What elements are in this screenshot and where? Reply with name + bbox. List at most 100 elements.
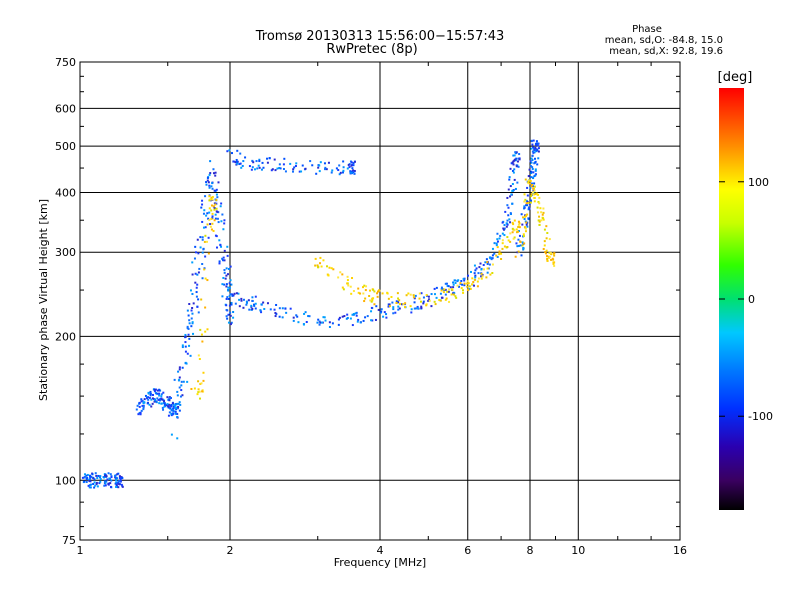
echo-point xyxy=(397,297,400,300)
echo-point xyxy=(445,282,448,285)
echo-point xyxy=(181,366,184,369)
echo-point xyxy=(251,166,254,169)
echo-point xyxy=(137,413,140,416)
echo-point xyxy=(158,392,161,395)
phase-stats-heading: Phase xyxy=(632,24,662,35)
echo-point xyxy=(225,308,228,311)
echo-point xyxy=(172,403,175,406)
echo-point xyxy=(414,294,417,297)
echo-point xyxy=(186,327,189,330)
echo-point xyxy=(192,332,195,335)
echo-point xyxy=(177,370,180,373)
echo-point xyxy=(203,209,206,212)
echo-point xyxy=(396,292,399,295)
echo-point xyxy=(273,308,276,311)
echo-point xyxy=(511,227,514,230)
echo-point xyxy=(206,176,209,179)
echo-point xyxy=(328,266,331,269)
echo-point xyxy=(136,404,139,407)
echo-point xyxy=(537,150,540,153)
phase-stats-o: mean, sd,O: -84.8, 15.0 xyxy=(605,35,723,46)
tick-labels: 1 2 4 6 8 10 16 75 100 200 300 400 500 600 750 xyxy=(55,56,687,557)
echo-point xyxy=(318,323,321,326)
echo-point xyxy=(316,264,319,267)
y-tick-label: 400 xyxy=(55,186,76,199)
echo-point xyxy=(404,306,407,309)
echo-point xyxy=(383,311,386,314)
echo-point xyxy=(223,283,226,286)
echo-point xyxy=(538,220,541,223)
echo-point xyxy=(487,267,490,270)
echo-point xyxy=(187,333,190,336)
echo-point xyxy=(159,397,162,400)
echo-point xyxy=(115,483,118,486)
echo-point xyxy=(538,215,541,218)
echo-point xyxy=(188,344,191,347)
echo-point xyxy=(534,174,537,177)
echo-point xyxy=(115,481,118,484)
echo-point xyxy=(197,354,200,357)
echo-point xyxy=(278,163,281,166)
echo-point xyxy=(201,203,204,206)
echo-point xyxy=(241,164,244,167)
echo-point xyxy=(500,258,503,261)
echo-point xyxy=(416,305,419,308)
echo-point xyxy=(207,217,210,220)
echo-point xyxy=(339,271,342,274)
echo-point xyxy=(529,160,532,163)
echo-point xyxy=(95,474,98,477)
echo-point xyxy=(208,218,211,221)
echo-point xyxy=(412,296,415,299)
echo-point xyxy=(466,285,469,288)
echo-point xyxy=(191,273,194,276)
echo-point xyxy=(506,196,509,199)
echo-point xyxy=(85,480,88,483)
echo-point xyxy=(478,266,481,269)
echo-point xyxy=(139,411,142,414)
echo-point xyxy=(357,318,360,321)
echo-point xyxy=(523,242,526,245)
echo-point xyxy=(178,376,181,379)
echo-point xyxy=(149,394,152,397)
echo-point xyxy=(376,292,379,295)
echo-point xyxy=(206,328,209,331)
echo-point xyxy=(521,241,524,244)
echo-point xyxy=(188,303,191,306)
echo-point xyxy=(428,298,431,301)
echo-point xyxy=(212,172,215,175)
echo-point xyxy=(525,199,528,202)
echo-point xyxy=(190,387,193,390)
echo-point xyxy=(456,284,459,287)
echo-point xyxy=(327,274,330,277)
echo-point xyxy=(388,303,391,306)
echo-point xyxy=(534,192,537,195)
echo-point xyxy=(187,314,190,317)
echo-point xyxy=(518,234,521,237)
echo-point xyxy=(92,483,95,486)
echo-point xyxy=(498,253,501,256)
echo-point xyxy=(197,380,200,383)
echo-point xyxy=(199,246,202,249)
echo-point xyxy=(83,480,86,483)
echo-point xyxy=(230,283,233,286)
echo-point xyxy=(533,193,536,196)
echo-point xyxy=(266,302,269,305)
echo-point xyxy=(200,382,203,385)
echo-point xyxy=(186,380,189,383)
echo-point xyxy=(480,277,483,280)
echo-point xyxy=(546,259,549,262)
echo-point xyxy=(523,193,526,196)
echo-point xyxy=(513,154,516,157)
echo-point xyxy=(209,172,212,175)
echo-point xyxy=(205,181,208,184)
echo-point xyxy=(402,303,405,306)
echo-point xyxy=(491,247,494,250)
echo-point xyxy=(439,299,442,302)
echo-point xyxy=(317,166,320,169)
echo-point xyxy=(202,248,205,251)
echo-point xyxy=(507,206,510,209)
echo-point xyxy=(532,176,535,179)
echo-point xyxy=(172,410,175,413)
echo-point xyxy=(154,399,157,402)
